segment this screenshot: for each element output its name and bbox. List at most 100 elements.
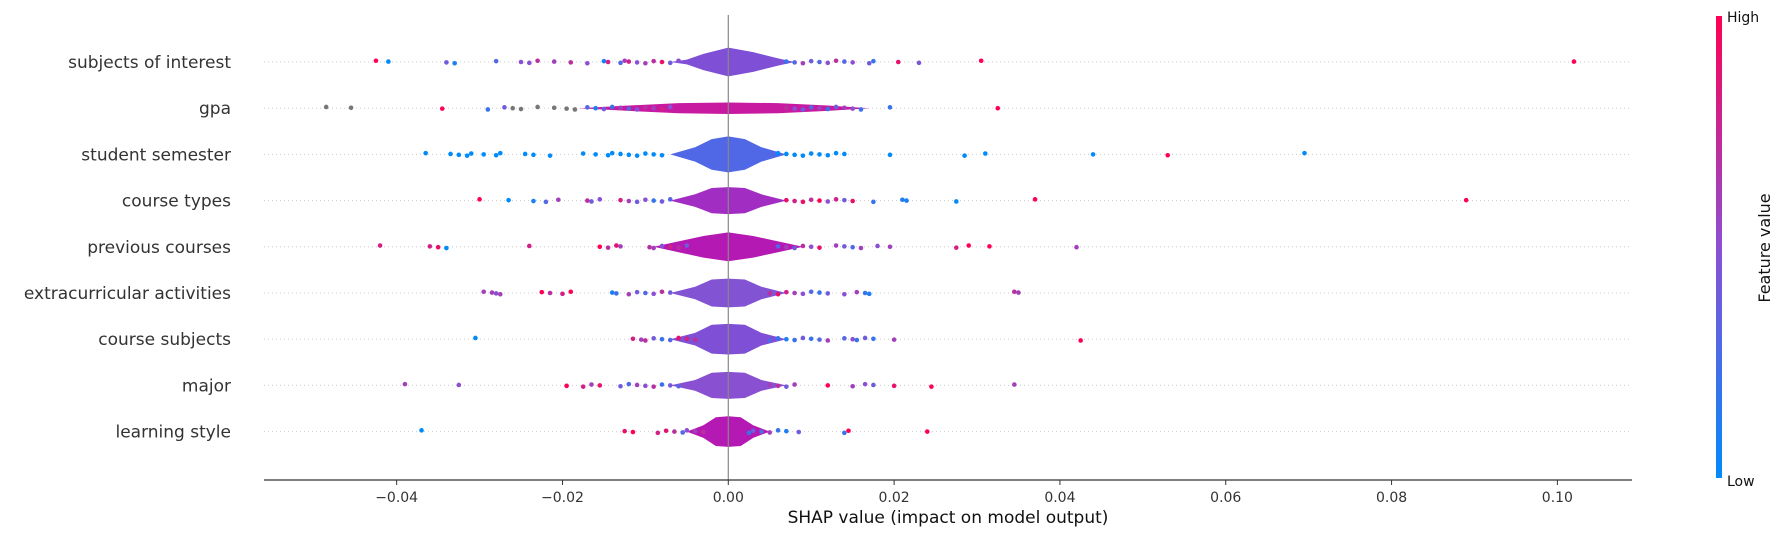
data-point: [900, 197, 905, 203]
data-point: [800, 243, 806, 249]
data-point: [871, 199, 876, 205]
data-point: [775, 291, 781, 297]
data-point: [862, 381, 868, 387]
feature-label-major: major: [182, 376, 231, 396]
data-point: [609, 290, 615, 295]
data-point: [692, 428, 698, 434]
data-point: [750, 428, 756, 434]
data-point: [626, 152, 632, 158]
data-point: [535, 58, 540, 64]
data-point: [1012, 382, 1017, 387]
data-point: [842, 151, 847, 157]
data-point: [676, 383, 681, 389]
x-tick-label: 0.10: [1542, 490, 1573, 506]
data-point: [833, 197, 839, 202]
data-point: [659, 382, 665, 387]
feature-label-gpa: gpa: [199, 99, 231, 119]
data-point: [929, 384, 934, 389]
data-point: [605, 152, 611, 158]
data-point: [784, 59, 789, 64]
data-point: [784, 197, 789, 203]
data-point: [684, 336, 690, 342]
data-point: [435, 244, 441, 250]
data-point: [1032, 197, 1038, 202]
data-point: [684, 428, 690, 433]
data-point: [995, 105, 1001, 111]
data-point: [817, 59, 822, 65]
data-point: [808, 336, 814, 342]
data-point: [850, 60, 855, 65]
data-point: [614, 291, 619, 296]
data-point: [978, 58, 984, 64]
data-point: [556, 197, 561, 203]
data-point: [597, 383, 603, 388]
x-tick-label: 0.08: [1376, 490, 1407, 506]
data-point: [808, 151, 814, 156]
data-point: [667, 290, 673, 295]
data-point: [568, 289, 574, 295]
data-point: [585, 60, 590, 66]
data-point: [609, 104, 615, 110]
data-point: [634, 382, 640, 388]
data-point: [692, 337, 698, 342]
data-point: [618, 60, 623, 66]
data-point: [667, 60, 673, 66]
data-point: [759, 429, 764, 434]
data-point: [493, 152, 499, 158]
data-point: [560, 291, 565, 297]
data-point: [676, 245, 681, 250]
data-point: [983, 151, 988, 156]
data-point: [643, 105, 648, 110]
colorbar-title: Feature value: [1755, 193, 1774, 302]
data-point: [792, 60, 797, 65]
data-point: [759, 381, 764, 387]
data-point: [817, 337, 822, 342]
data-point: [808, 197, 814, 203]
x-axis-ticks: −0.04 −0.02 0.00 0.02 0.04 0.06 0.08 0.10: [375, 480, 1573, 506]
violin-gpa: [579, 102, 870, 114]
data-point: [651, 291, 656, 297]
data-point: [833, 104, 839, 110]
data-point: [589, 199, 594, 204]
data-point: [439, 106, 445, 111]
data-point: [875, 243, 880, 249]
data-point: [626, 381, 632, 387]
data-point: [659, 152, 665, 158]
data-point: [572, 107, 578, 112]
data-point: [862, 290, 868, 296]
data-point: [373, 58, 379, 64]
data-point: [643, 60, 648, 66]
data-point: [825, 291, 831, 296]
data-point: [638, 337, 644, 342]
data-point: [630, 336, 636, 342]
data-point: [659, 106, 665, 112]
data-point: [634, 153, 640, 158]
data-point: [850, 383, 855, 389]
data-point: [767, 382, 773, 388]
data-point: [651, 152, 656, 157]
data-point: [564, 106, 569, 111]
data-point: [808, 289, 814, 295]
data-point: [676, 58, 681, 64]
data-point: [891, 383, 897, 389]
data-point: [497, 150, 503, 156]
data-point: [419, 428, 424, 433]
data-point: [651, 336, 656, 341]
data-point: [871, 336, 876, 342]
feature-label-course-types: course types: [122, 192, 231, 212]
data-point: [386, 59, 391, 64]
data-point: [427, 244, 433, 249]
data-point: [792, 382, 797, 387]
data-point: [792, 290, 797, 296]
data-point: [539, 289, 545, 295]
colorbar-high-label: High: [1727, 10, 1759, 26]
data-points: [323, 58, 1577, 436]
data-point: [601, 58, 607, 64]
x-axis-title: SHAP value (impact on model output): [788, 508, 1109, 528]
data-point: [842, 291, 847, 297]
data-point: [651, 58, 656, 64]
data-point: [643, 290, 648, 296]
data-point: [593, 152, 598, 157]
x-tick-label: 0.06: [1210, 490, 1241, 506]
data-point: [667, 104, 673, 110]
